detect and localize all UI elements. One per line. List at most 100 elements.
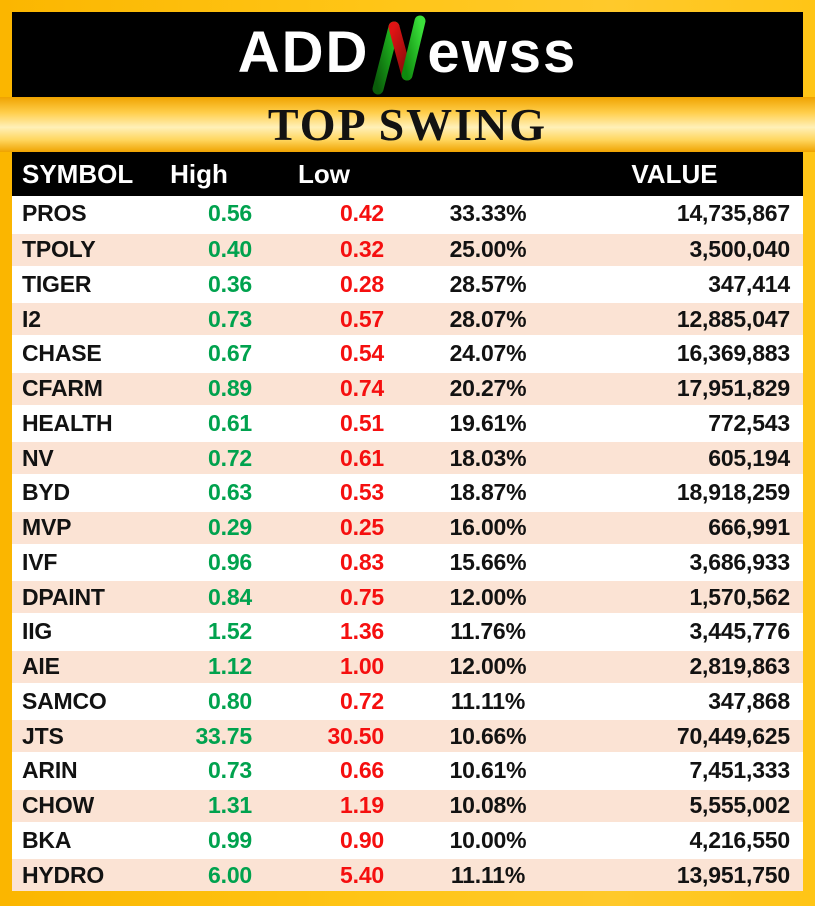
high-cell: 0.84: [208, 583, 252, 610]
symbol-cell: ARIN: [22, 757, 78, 784]
value-cell: 14,735,867: [676, 199, 790, 226]
high-cell: 1.52: [208, 618, 252, 645]
symbol-cell: IIG: [22, 618, 53, 645]
swing-percent-cell: 25.00%: [449, 236, 527, 263]
header-percent: [390, 152, 586, 196]
header-symbol: SYMBOL: [22, 158, 134, 189]
value-cell: 16,369,883: [676, 340, 790, 367]
value-cell: 12,885,047: [676, 305, 790, 332]
logo-text-suffix: ewss: [427, 19, 578, 85]
low-cell: 0.83: [340, 548, 384, 575]
high-cell: 0.80: [208, 687, 252, 714]
low-cell: 0.25: [340, 514, 384, 541]
swing-percent-cell: 33.33%: [449, 199, 527, 226]
swing-percent-cell: 11.11%: [450, 687, 526, 714]
swing-percent-cell: 11.76%: [450, 618, 526, 645]
value-cell: 18,918,259: [676, 479, 790, 506]
high-cell: 0.73: [208, 757, 252, 784]
table-body: PROS 0.56 0.42 33.33% 14,735,867 TPOLY 0.40 0.3…: [12, 196, 803, 891]
swing-percent-cell: 15.66%: [449, 548, 527, 575]
high-cell: 0.56: [208, 199, 252, 226]
swing-percent-cell: 18.03%: [449, 444, 527, 471]
table-header: SYMBOL High Low VALUE: [12, 152, 803, 196]
high-cell: 0.72: [208, 444, 252, 471]
swing-percent-cell: 12.00%: [449, 653, 527, 680]
symbol-cell: BYD: [22, 479, 70, 506]
table-row: DPAINT 0.84 0.75 12.00% 1,570,562: [12, 578, 803, 613]
low-cell: 0.28: [340, 270, 384, 297]
symbol-cell: TPOLY: [22, 236, 96, 263]
value-cell: 3,686,933: [689, 548, 790, 575]
value-cell: 347,868: [708, 687, 790, 714]
symbol-cell: PROS: [22, 199, 87, 226]
table-row: AIE 1.12 1.00 12.00% 2,819,863: [12, 647, 803, 683]
swing-percent-cell: 12.00%: [449, 583, 527, 610]
swing-percent-cell: 16.00%: [449, 514, 527, 541]
symbol-cell: IVF: [22, 548, 58, 575]
low-cell: 0.90: [340, 826, 384, 853]
symbol-cell: I2: [22, 305, 41, 332]
value-cell: 666,991: [708, 514, 790, 541]
high-cell: 0.89: [208, 375, 252, 402]
symbol-cell: AIE: [22, 653, 60, 680]
low-cell: 30.50: [327, 722, 384, 749]
low-cell: 1.00: [340, 653, 384, 680]
table-row: HEALTH 0.61 0.51 19.61% 772,543: [12, 404, 803, 440]
table-row: JTS 33.75 30.50 10.66% 70,449,625: [12, 717, 803, 752]
symbol-cell: DPAINT: [22, 583, 105, 610]
swing-percent-cell: 10.08%: [449, 792, 527, 819]
low-cell: 0.32: [340, 236, 384, 263]
value-cell: 7,451,333: [689, 757, 790, 784]
table-row: BYD 0.63 0.53 18.87% 18,918,259: [12, 474, 803, 509]
value-cell: 3,445,776: [689, 618, 790, 645]
low-cell: 0.51: [340, 409, 384, 436]
swing-percent-cell: 18.87%: [449, 479, 527, 506]
table-row: BKA 0.99 0.90 10.00% 4,216,550: [12, 821, 803, 857]
title-band: TOP SWING: [0, 97, 815, 152]
symbol-cell: SAMCO: [22, 687, 107, 714]
low-cell: 0.42: [340, 199, 384, 226]
high-cell: 0.63: [208, 479, 252, 506]
table-row: HYDRO 6.00 5.40 11.11% 13,951,750: [12, 856, 803, 891]
swing-percent-cell: 24.07%: [449, 340, 527, 367]
table-row: IIG 1.52 1.36 11.76% 3,445,776: [12, 613, 803, 648]
high-cell: 0.61: [208, 409, 252, 436]
value-cell: 772,543: [708, 409, 790, 436]
logo-candlestick-n-icon: [372, 15, 426, 94]
table-row: PROS 0.56 0.42 33.33% 14,735,867: [12, 196, 803, 231]
swing-table: SYMBOL High Low VALUE PROS 0.56 0.42 33.33%…: [12, 152, 803, 891]
table-row: I2 0.73 0.57 28.07% 12,885,047: [12, 300, 803, 335]
value-cell: 13,951,750: [676, 861, 790, 888]
low-cell: 5.40: [340, 861, 384, 888]
header-low: Low: [298, 158, 350, 189]
table-row: TIGER 0.36 0.28 28.57% 347,414: [12, 265, 803, 301]
swing-percent-cell: 19.61%: [449, 409, 527, 436]
symbol-cell: HYDRO: [22, 861, 105, 888]
table-row: CHASE 0.67 0.54 24.07% 16,369,883: [12, 335, 803, 370]
table-row: IVF 0.96 0.83 15.66% 3,686,933: [12, 543, 803, 579]
table-row: ARIN 0.73 0.66 10.61% 7,451,333: [12, 752, 803, 787]
swing-percent-cell: 28.07%: [449, 305, 527, 332]
high-cell: 0.40: [208, 236, 252, 263]
low-cell: 0.74: [340, 375, 384, 402]
low-cell: 0.66: [340, 757, 384, 784]
swing-percent-cell: 28.57%: [449, 270, 527, 297]
table-row: TPOLY 0.40 0.32 25.00% 3,500,040: [12, 230, 803, 266]
swing-percent-cell: 20.27%: [449, 375, 527, 402]
low-cell: 0.61: [340, 444, 384, 471]
high-cell: 6.00: [208, 861, 252, 888]
low-cell: 0.72: [340, 687, 384, 714]
value-cell: 3,500,040: [689, 236, 790, 263]
value-cell: 1,570,562: [689, 583, 790, 610]
symbol-cell: CHOW: [22, 792, 95, 819]
symbol-cell: BKA: [22, 826, 72, 853]
value-cell: 70,449,625: [676, 722, 790, 749]
value-cell: 2,819,863: [689, 653, 790, 680]
header-value: VALUE: [631, 158, 718, 189]
addnewss-logo: ADD: [238, 15, 578, 95]
high-cell: 0.73: [208, 305, 252, 332]
symbol-cell: CFARM: [22, 375, 103, 402]
symbol-cell: JTS: [22, 722, 64, 749]
high-cell: 1.12: [208, 653, 252, 680]
